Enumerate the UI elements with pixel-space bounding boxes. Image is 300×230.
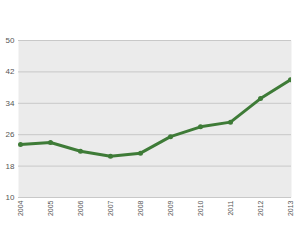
svg-text:18: 18: [6, 162, 15, 171]
svg-text:2005: 2005: [47, 200, 54, 216]
svg-text:34: 34: [6, 99, 15, 108]
svg-text:2009: 2009: [167, 200, 174, 216]
svg-text:42: 42: [6, 67, 15, 76]
svg-text:2011: 2011: [227, 200, 234, 215]
svg-text:10: 10: [6, 193, 15, 202]
svg-text:2013: 2013: [287, 200, 294, 216]
svg-text:50: 50: [6, 36, 15, 45]
svg-text:2007: 2007: [107, 200, 114, 216]
svg-text:2004: 2004: [17, 200, 24, 216]
svg-text:2006: 2006: [77, 200, 84, 216]
svg-text:2010: 2010: [197, 200, 204, 216]
svg-text:26: 26: [6, 130, 15, 139]
svg-text:2008: 2008: [137, 200, 144, 216]
svg-text:2012: 2012: [257, 200, 264, 216]
